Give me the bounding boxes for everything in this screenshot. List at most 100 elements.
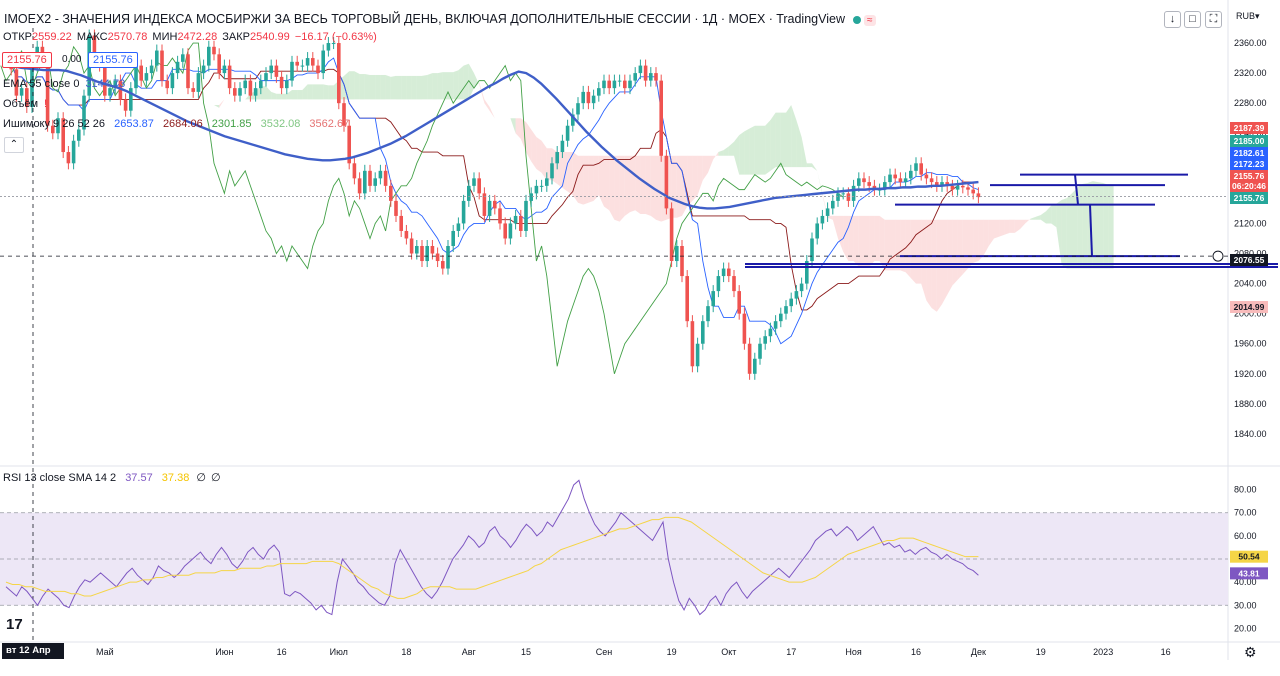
ichimoku-legend[interactable]: Ишимоку 9 26 52 26 2653.87 2684.06 2301.… — [3, 118, 349, 130]
candle — [461, 200, 466, 224]
candle — [508, 223, 513, 239]
cloud-segment — [375, 74, 381, 100]
cloud-segment — [624, 155, 630, 216]
candle — [935, 182, 939, 186]
candle — [737, 291, 741, 314]
candle — [805, 261, 809, 284]
crosshair-plus-icon — [1212, 250, 1224, 262]
candle — [456, 223, 461, 231]
candle — [794, 291, 799, 299]
drawn-vertical-line — [1074, 174, 1079, 205]
candle — [695, 343, 700, 367]
cloud-segment — [422, 74, 428, 100]
candle — [820, 215, 825, 224]
download-icon[interactable]: ↓ — [1164, 11, 1181, 28]
cloud-segment — [692, 155, 698, 201]
candle — [727, 268, 731, 277]
price-tag — [1230, 254, 1268, 266]
rsi-empty-1: ∅ — [196, 472, 206, 484]
time-tick-label: 16 — [911, 647, 921, 657]
candle — [836, 193, 840, 201]
cloud-segment — [671, 155, 677, 218]
cloud-segment — [458, 65, 464, 100]
candle — [56, 118, 60, 134]
candle — [352, 163, 357, 179]
candle — [435, 253, 440, 262]
price-tag — [1230, 301, 1268, 313]
rsi-line — [5, 479, 979, 616]
candle — [675, 246, 679, 262]
ema-line — [5, 64, 979, 210]
rsi-ma-line — [5, 516, 979, 599]
settings-gear-icon[interactable]: ⚙ — [1244, 644, 1257, 660]
candle — [503, 223, 507, 239]
symbol-title[interactable]: IMOEX2 - ЗНАЧЕНИЯ ИНДЕКСА МОСБИРЖИ ЗА ВЕ… — [4, 12, 845, 26]
price-tick-label: 2120.00 — [1234, 218, 1267, 228]
cloud-segment — [510, 118, 516, 134]
rsi-tick-label: 30.00 — [1234, 600, 1257, 610]
candle — [155, 50, 159, 66]
cloud-segment — [983, 219, 989, 256]
candle — [248, 80, 253, 96]
cloud-segment — [614, 155, 620, 222]
candle — [534, 185, 539, 194]
sell-button[interactable]: 2155.76 — [2, 52, 52, 68]
cloud-segment — [760, 125, 766, 175]
candle — [643, 65, 648, 81]
cloud-segment — [999, 219, 1005, 237]
candle — [144, 73, 149, 81]
price-tag-label: 2187.39 — [1234, 123, 1265, 133]
cloud-segment — [801, 137, 807, 168]
cloud-segment — [364, 74, 370, 100]
ema-value: 3144.73 — [85, 78, 126, 90]
snapshot-icon[interactable]: □ — [1184, 11, 1201, 28]
candle — [103, 65, 107, 96]
cloud-segment — [276, 93, 282, 100]
tradingview-logo[interactable]: 17 — [6, 616, 23, 633]
rsi-legend[interactable]: RSI 13 close SMA 14 2 37.57 37.38 ∅ ∅ — [3, 471, 221, 484]
cloud-segment — [328, 85, 334, 100]
cloud-segment — [806, 163, 812, 168]
candle — [14, 69, 19, 96]
price-tick-label: 1880.00 — [1234, 399, 1267, 409]
cloud-segment — [583, 155, 589, 205]
candle — [612, 80, 617, 89]
cloud-segment — [754, 125, 760, 175]
ema-legend[interactable]: EMA 55 close 0 3144.73 — [3, 78, 125, 90]
candle — [482, 193, 487, 216]
cloud-segment — [702, 155, 708, 181]
cloud-segment — [448, 72, 454, 100]
cloud-segment — [390, 75, 396, 100]
cloud-segment — [437, 72, 443, 100]
price-tag-label: 2155.76 — [1234, 193, 1265, 203]
candle — [108, 88, 112, 96]
candle — [815, 223, 819, 239]
ichimoku-spanA-value: 3532.08 — [260, 118, 301, 130]
collapse-legend-button[interactable]: ⌃ — [4, 137, 24, 153]
candle — [659, 80, 663, 156]
volume-warning-icon[interactable]: ! — [44, 98, 48, 110]
candle — [175, 61, 180, 74]
buy-button[interactable]: 2155.76 — [88, 52, 138, 68]
candle — [123, 99, 128, 111]
data-badge[interactable]: ≈ — [864, 15, 876, 26]
cloud-segment — [520, 118, 526, 153]
candle — [326, 43, 331, 51]
cloud-segment — [271, 91, 277, 100]
candle — [576, 103, 580, 115]
cloud-segment — [578, 155, 584, 205]
candle — [425, 246, 429, 262]
cloud-segment — [531, 129, 537, 169]
currency-selector[interactable]: RUB▾ — [1236, 11, 1260, 22]
cloud-segment — [765, 120, 771, 175]
candle — [888, 174, 892, 183]
fullscreen-icon[interactable]: ⛶ — [1205, 11, 1222, 28]
volume-legend[interactable]: Объём! — [3, 98, 47, 110]
candle — [898, 178, 903, 183]
cloud-segment — [292, 90, 298, 100]
cloud-segment — [609, 155, 615, 220]
price-tick-label: 1840.00 — [1234, 429, 1267, 439]
low-label: МИН — [152, 31, 178, 43]
